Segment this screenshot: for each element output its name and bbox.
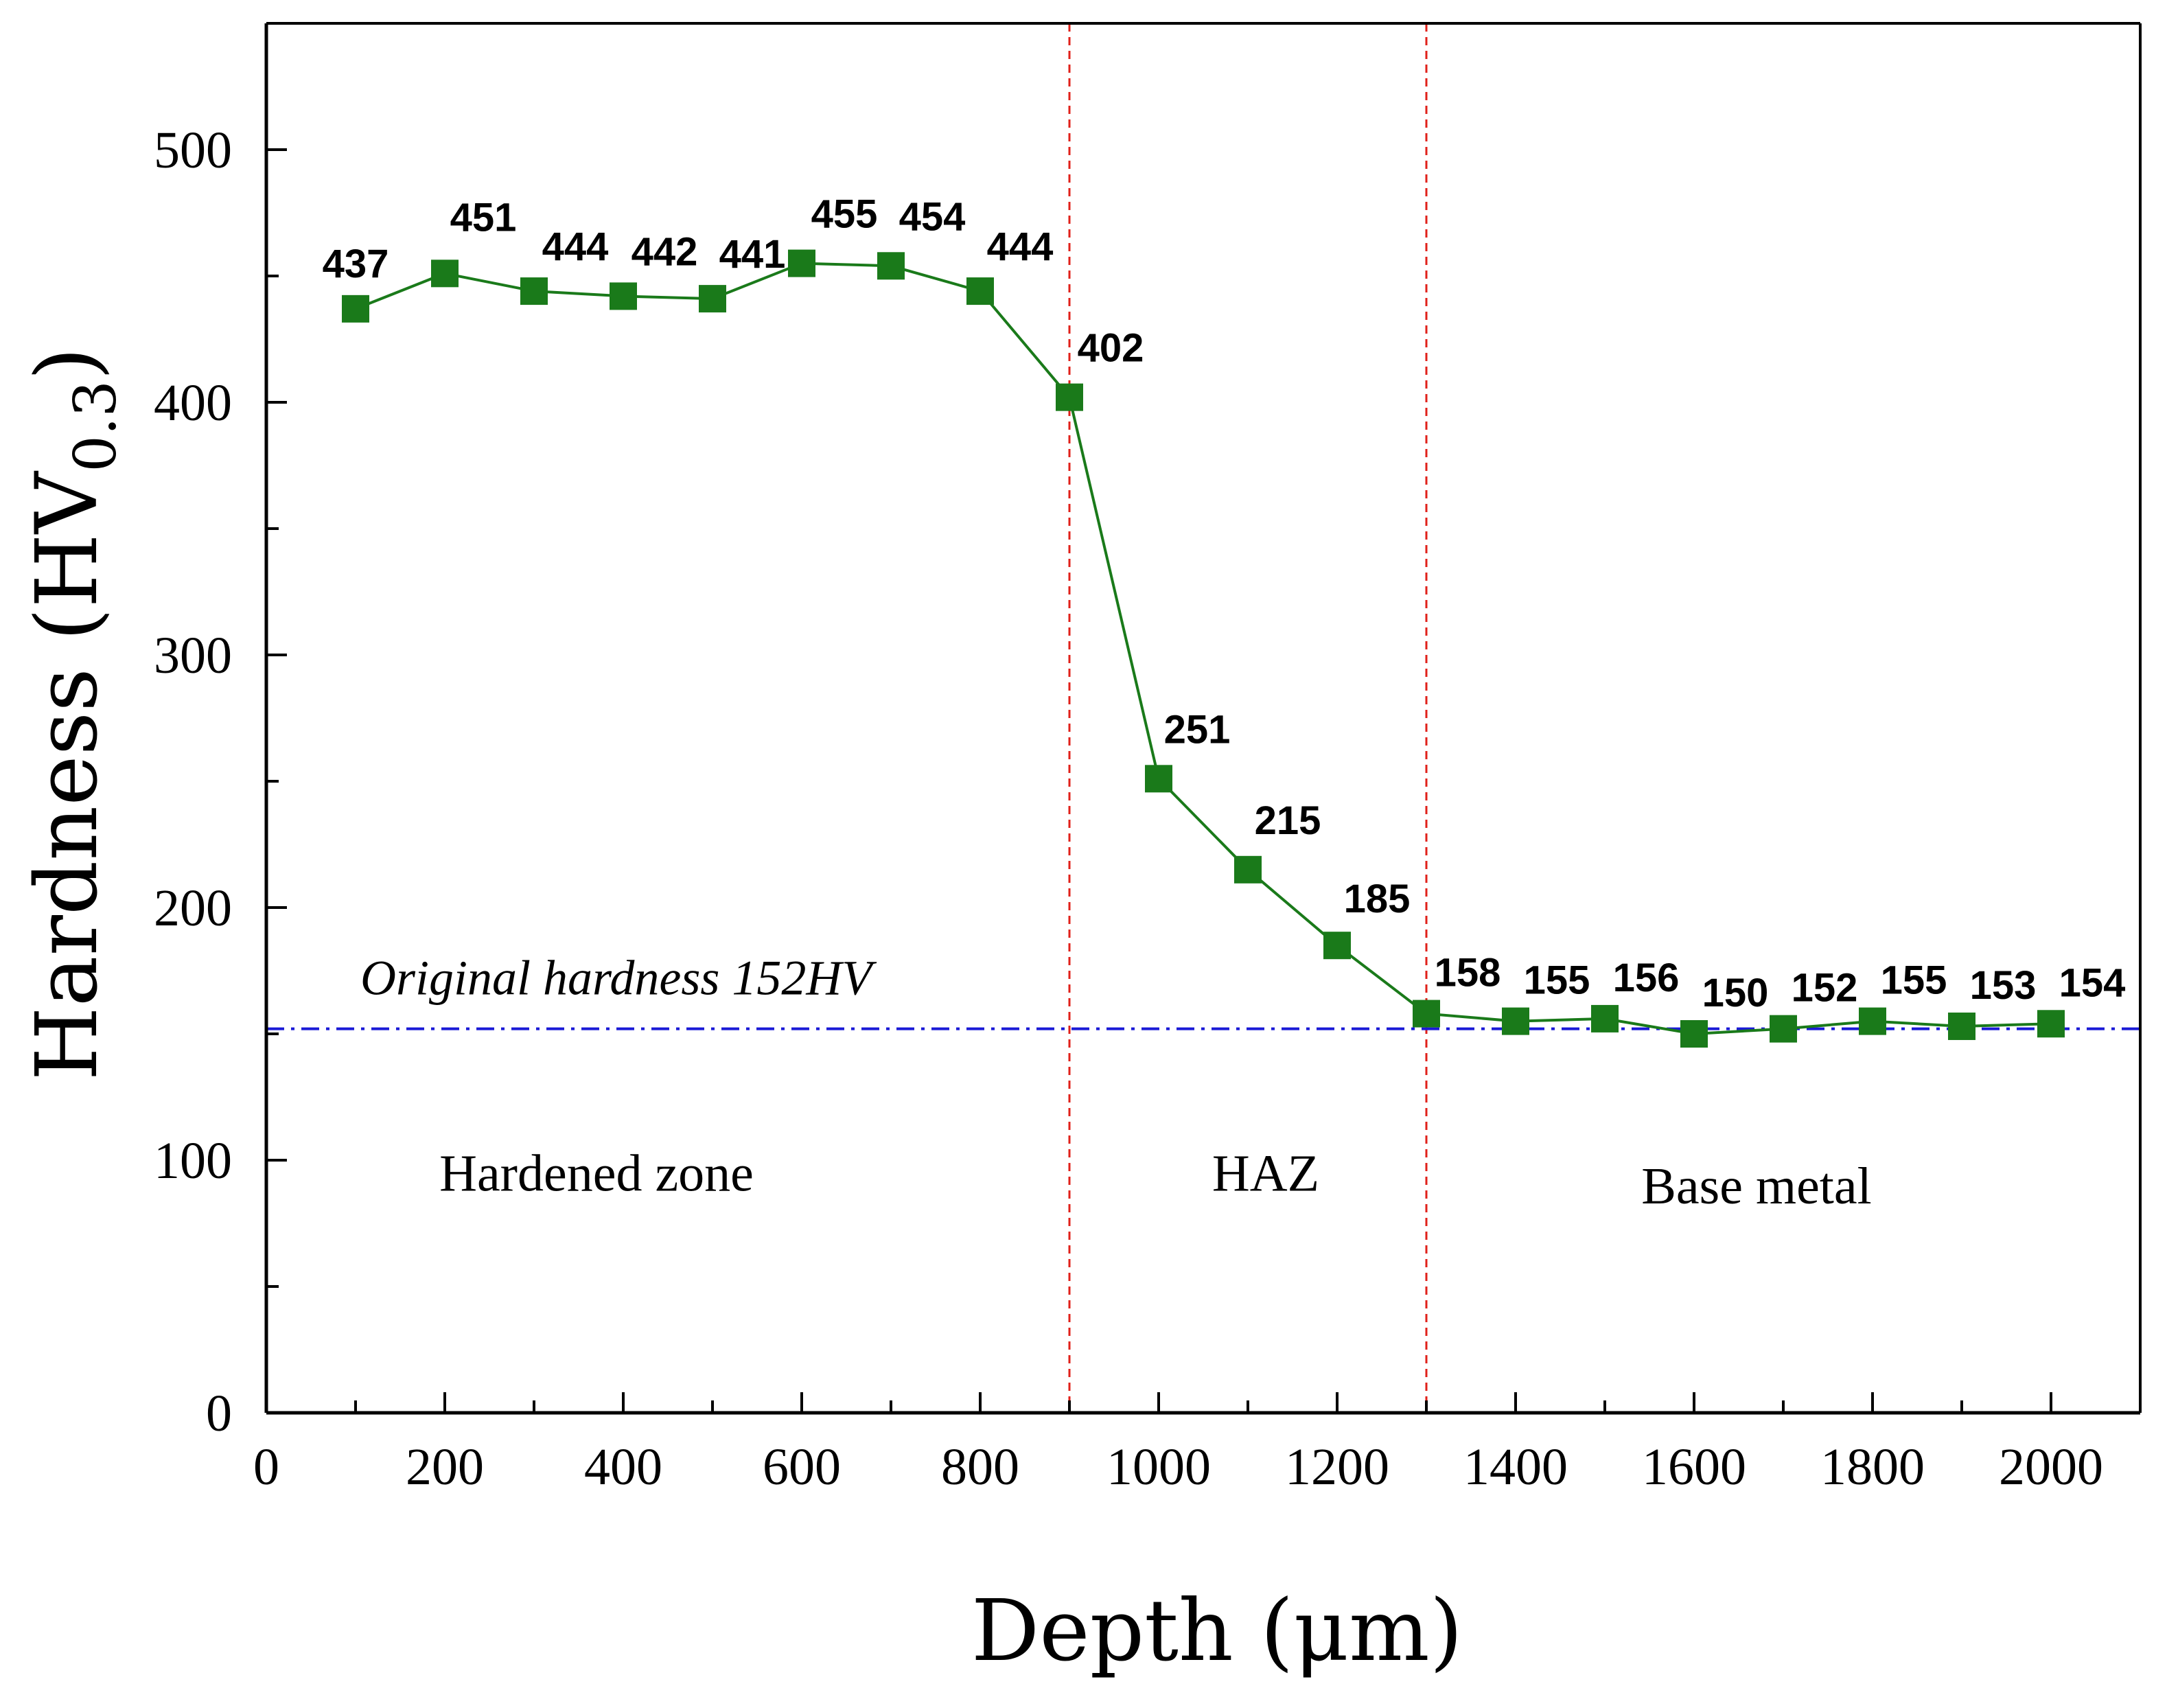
y-tick-label-500: 500 <box>154 122 232 179</box>
zone-boundaries <box>1068 23 1428 1413</box>
data-point-700 <box>877 252 905 280</box>
reference-line-label: Original hardness 152HV <box>360 951 877 1006</box>
data-point-900 <box>1056 383 1083 411</box>
data-point-1800 <box>1859 1007 1886 1035</box>
y-tick-label-400: 400 <box>154 374 232 432</box>
data-point-600 <box>788 249 815 277</box>
data-label-200: 451 <box>450 195 517 240</box>
data-label-400: 442 <box>631 229 698 274</box>
data-point-1300 <box>1413 1000 1440 1028</box>
data-label-100: 437 <box>323 242 389 286</box>
data-point-1400 <box>1502 1007 1529 1035</box>
data-point-2000 <box>2037 1010 2065 1038</box>
x-axis-title: Depth (μm) <box>971 1582 1463 1681</box>
data-point-1900 <box>1948 1012 1975 1040</box>
x-tick-label-800: 800 <box>941 1438 1019 1496</box>
data-point-1200 <box>1323 932 1351 960</box>
series-group <box>342 249 2065 1048</box>
data-point-400 <box>610 282 637 310</box>
data-point-100 <box>342 295 369 323</box>
data-label-1500: 156 <box>1613 956 1680 1000</box>
data-point-1500 <box>1591 1004 1619 1032</box>
data-point-500 <box>699 285 726 313</box>
x-tick-label-2000: 2000 <box>1999 1438 2103 1496</box>
axes-group <box>264 22 2142 1415</box>
y-tick-label-100: 100 <box>154 1132 232 1190</box>
series-line <box>355 262 2052 1036</box>
data-point-800 <box>966 277 994 305</box>
x-tick-label-400: 400 <box>584 1438 662 1496</box>
zone-label-1: HAZ <box>1212 1144 1319 1202</box>
y-tick-label-200: 200 <box>154 879 232 937</box>
data-point-1100 <box>1234 855 1262 884</box>
y-axis-title-subscript: 0.3 <box>62 380 129 472</box>
data-label-1000: 251 <box>1164 707 1231 752</box>
y-tick-label-300: 300 <box>154 627 232 684</box>
data-label-1400: 155 <box>1524 958 1590 1003</box>
text-group: Original hardness 152HV 437 451 444 442 441 45… <box>18 122 2125 1681</box>
x-tick-label-1200: 1200 <box>1285 1438 1389 1496</box>
x-tick-label-1400: 1400 <box>1463 1438 1568 1496</box>
data-label-1800: 155 <box>1881 958 1947 1003</box>
data-label-800: 444 <box>987 224 1054 269</box>
x-tick-label-0: 0 <box>253 1438 279 1496</box>
data-label-900: 402 <box>1078 326 1144 371</box>
x-tick-label-600: 600 <box>763 1438 841 1496</box>
zone-label-2: Base metal <box>1641 1157 1872 1215</box>
data-label-1700: 152 <box>1792 966 1858 1011</box>
data-point-1000 <box>1145 765 1172 793</box>
x-tick-label-1000: 1000 <box>1106 1438 1211 1496</box>
data-label-2000: 154 <box>2059 960 2126 1005</box>
data-label-1100: 215 <box>1255 798 1321 843</box>
x-tick-label-1800: 1800 <box>1820 1438 1925 1496</box>
data-point-200 <box>431 259 459 288</box>
data-point-1700 <box>1770 1015 1797 1043</box>
x-tick-label-200: 200 <box>406 1438 484 1496</box>
data-label-500: 441 <box>719 232 786 277</box>
data-label-1900: 153 <box>1970 963 2037 1008</box>
data-point-300 <box>520 277 548 305</box>
y-axis-title: Hardness (HV0.3) <box>18 347 129 1081</box>
data-label-600: 455 <box>811 192 878 237</box>
zone-label-0: Hardened zone <box>439 1144 754 1202</box>
y-axis-title-main: Hardness (HV <box>18 470 117 1081</box>
data-label-300: 444 <box>542 224 609 269</box>
y-axis-title-close: ) <box>18 347 117 380</box>
x-tick-label-1600: 1600 <box>1642 1438 1746 1496</box>
data-label-1200: 185 <box>1344 877 1411 921</box>
y-tick-label-0: 0 <box>206 1385 232 1442</box>
data-point-1600 <box>1680 1020 1708 1048</box>
data-label-1300: 158 <box>1435 951 1501 995</box>
data-label-700: 454 <box>899 194 966 239</box>
data-label-1600: 150 <box>1702 971 1769 1015</box>
